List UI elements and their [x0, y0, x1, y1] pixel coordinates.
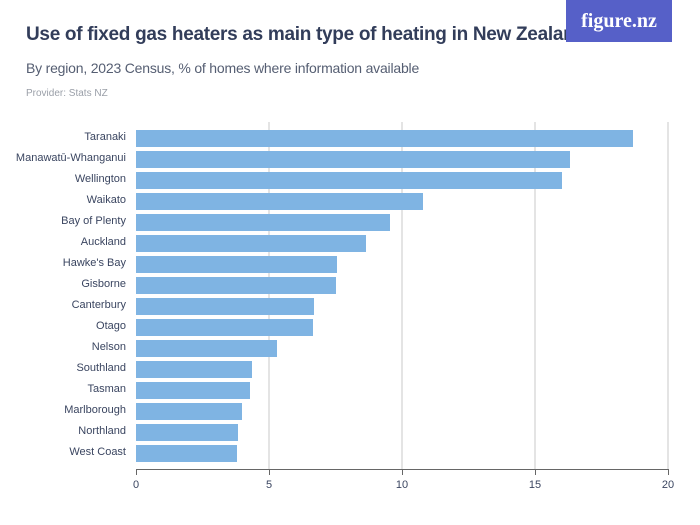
category-label: Waikato [86, 194, 126, 206]
bar[interactable] [136, 172, 562, 189]
x-tick-label: 10 [395, 479, 409, 491]
x-tick [668, 469, 669, 475]
category-label: Taranaki [84, 131, 126, 143]
category-label: Hawke's Bay [62, 257, 126, 269]
category-label: Southland [76, 362, 126, 374]
category-label: Wellington [74, 173, 126, 185]
bar[interactable] [136, 277, 336, 294]
category-label: Nelson [91, 341, 126, 353]
bar[interactable] [136, 340, 277, 357]
chart-subtitle: By region, 2023 Census, % of homes where… [26, 60, 420, 76]
category-label: Otago [96, 320, 126, 332]
x-tick [136, 469, 137, 475]
category-label: Manawatū-Whanganui [15, 152, 126, 164]
category-label: Canterbury [71, 299, 126, 311]
x-tick-label: 0 [132, 479, 140, 491]
gridline [401, 122, 403, 469]
gridline [268, 122, 270, 469]
bar[interactable] [136, 403, 243, 420]
x-tick-label: 5 [265, 479, 273, 491]
x-tick-label: 20 [661, 479, 675, 491]
figure-nz-logo[interactable]: figure.nz [566, 0, 672, 42]
bar[interactable] [136, 235, 367, 252]
gridline [534, 122, 536, 469]
category-label: Bay of Plenty [61, 215, 126, 227]
bar[interactable] [136, 445, 238, 462]
x-tick [269, 469, 270, 475]
x-tick-label: 15 [528, 479, 542, 491]
provider-label: Provider: Stats NZ [26, 88, 108, 99]
category-label: Northland [78, 425, 126, 437]
bar[interactable] [136, 214, 391, 231]
x-tick [402, 469, 403, 475]
bar[interactable] [136, 424, 239, 441]
category-label: Marlborough [64, 404, 126, 416]
category-label: Tasman [87, 383, 126, 395]
category-label: Gisborne [81, 278, 126, 290]
bar[interactable] [136, 361, 252, 378]
bar[interactable] [136, 319, 313, 336]
chart-title: Use of fixed gas heaters as main type of… [26, 24, 586, 45]
category-label: West Coast [69, 446, 126, 458]
bar[interactable] [136, 382, 251, 399]
x-tick [535, 469, 536, 475]
bar[interactable] [136, 193, 424, 210]
category-label: Auckland [80, 236, 126, 248]
bar[interactable] [136, 256, 337, 273]
gridline [667, 122, 669, 469]
bar[interactable] [136, 130, 634, 147]
bar[interactable] [136, 298, 315, 315]
bar[interactable] [136, 151, 570, 168]
